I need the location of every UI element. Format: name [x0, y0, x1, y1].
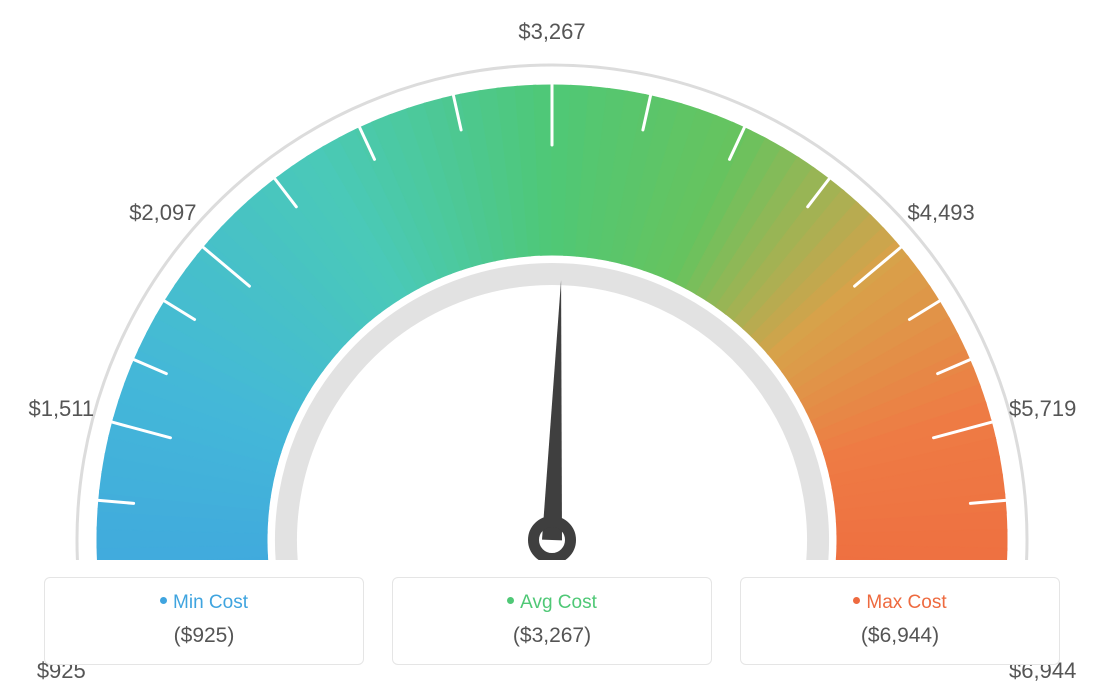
gauge-tick-label: $2,097: [129, 200, 196, 226]
gauge-svg: [0, 0, 1104, 560]
legend-title-avg: Avg Cost: [403, 592, 701, 614]
legend-title-text: Max Cost: [866, 592, 946, 613]
legend-card-avg: Avg Cost ($3,267): [392, 577, 712, 665]
legend-value-avg: ($3,267): [403, 624, 701, 648]
gauge-tick-label: $4,493: [907, 200, 974, 226]
legend-row: Min Cost ($925) Avg Cost ($3,267) Max Co…: [0, 577, 1104, 665]
legend-card-max: Max Cost ($6,944): [740, 577, 1060, 665]
gauge-needle: [542, 280, 562, 540]
legend-title-max: Max Cost: [751, 592, 1049, 614]
legend-title-text: Avg Cost: [520, 592, 597, 613]
legend-title-text: Min Cost: [173, 592, 248, 613]
gauge-tick-label: $1,511: [28, 396, 94, 422]
legend-card-min: Min Cost ($925): [44, 577, 364, 665]
legend-value-max: ($6,944): [751, 624, 1049, 648]
legend-title-min: Min Cost: [55, 592, 353, 614]
gauge-tick-label: $5,719: [1009, 396, 1076, 422]
dot-icon: [853, 597, 860, 604]
gauge-chart: $925$1,511$2,097$3,267$4,493$5,719$6,944: [0, 0, 1104, 560]
dot-icon: [160, 597, 167, 604]
legend-value-min: ($925): [55, 624, 353, 648]
gauge-tick-label: $3,267: [518, 19, 585, 45]
dot-icon: [507, 597, 514, 604]
